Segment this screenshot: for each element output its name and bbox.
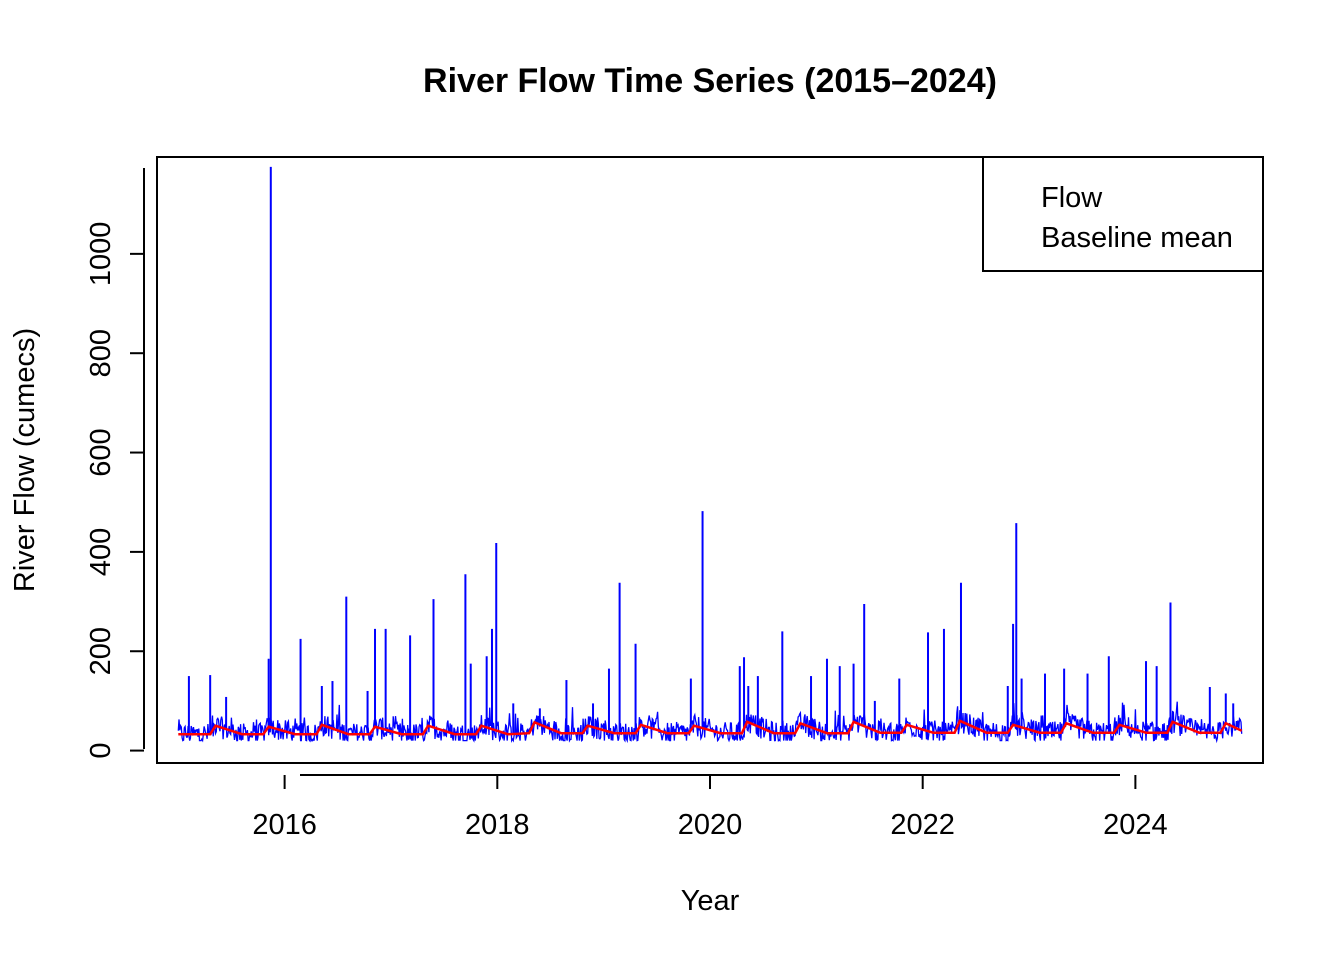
x-axis: 2016 2018 2020 2022 2024 (252, 774, 1168, 841)
legend-label-flow: Flow (1041, 182, 1103, 214)
x-tick-label: 2016 (252, 809, 317, 841)
plot-frame (156, 156, 1264, 764)
legend: Flow Baseline mean (982, 156, 1264, 272)
y-tick-label: 0 (85, 743, 117, 759)
legend-box (982, 156, 1264, 272)
baseline-series (178, 719, 1243, 736)
y-tick-label: 800 (85, 329, 117, 377)
x-tick-label: 2020 (678, 809, 743, 841)
flow-line (177, 701, 1243, 744)
baseline-line (178, 719, 1243, 736)
y-tick-label: 600 (85, 428, 117, 476)
y-tick-label: 400 (85, 528, 117, 576)
x-tick-label: 2022 (890, 809, 955, 841)
y-tick-label: 1000 (85, 222, 117, 287)
flow-series (177, 166, 1243, 744)
legend-label-baseline: Baseline mean (1041, 222, 1233, 254)
y-tick-label: 200 (85, 627, 117, 675)
x-tick-label: 2024 (1103, 809, 1168, 841)
x-axis-label: Year (681, 885, 740, 917)
chart-title: River Flow Time Series (2015–2024) (423, 62, 997, 100)
y-axis: 0 200 400 600 800 1000 (85, 168, 145, 759)
x-tick-label: 2018 (465, 809, 530, 841)
y-axis-label: River Flow (cumecs) (9, 328, 41, 592)
